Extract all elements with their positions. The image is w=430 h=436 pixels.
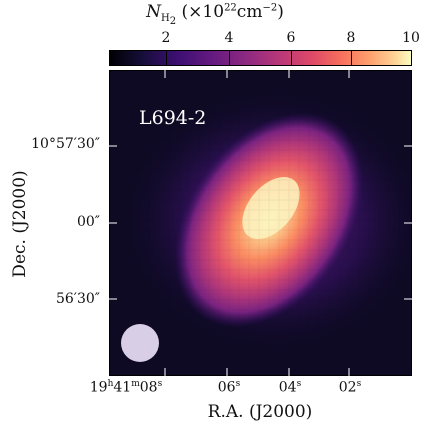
- y-axis-label: Dec. (J2000): [10, 170, 30, 278]
- colorbar: [109, 50, 412, 66]
- x-axis-label: R.A. (J2000): [207, 402, 313, 422]
- colorbar-tick-mark: [166, 50, 167, 66]
- x-tick-06s: 06s: [217, 379, 241, 396]
- colorbar-symbol: N: [146, 2, 162, 22]
- y-tick-56-30: 56′30″: [55, 291, 100, 307]
- colorbar-exponent: 22: [224, 2, 237, 14]
- colorbar-title: NH2 (×1022cm−2): [0, 2, 430, 27]
- y-tick-57-30: 10°57′30″: [31, 136, 100, 152]
- x-tick-02s: 02s: [338, 379, 362, 396]
- map-ticks: [109, 70, 412, 376]
- colorbar-tick-8: 8: [346, 30, 356, 46]
- colorbar-tick-10: 10: [402, 30, 420, 46]
- colorbar-unit: cm: [236, 2, 263, 22]
- colorbar-tick-mark: [229, 50, 230, 66]
- colorbar-tick-4: 4: [224, 30, 234, 46]
- beam-circle: [121, 324, 159, 362]
- y-tick-00: 00″: [76, 214, 100, 230]
- colorbar-subscript: H: [161, 13, 170, 25]
- colorbar-subsub: 2: [169, 16, 177, 28]
- colorbar-tick-6: 6: [286, 30, 296, 46]
- colorbar-label-rest: (×10: [181, 2, 225, 22]
- source-label: L694-2: [139, 107, 206, 129]
- colorbar-unit-exp: −2: [262, 2, 278, 14]
- column-density-map: L694-2: [109, 70, 412, 376]
- x-tick-04s: 04s: [278, 379, 302, 396]
- colorbar-tick-2: 2: [161, 30, 171, 46]
- pixel-grid: [109, 70, 412, 376]
- x-tick-19h41m08s: 19h41m08s: [89, 379, 163, 396]
- colorbar-tick-mark: [351, 50, 352, 66]
- colorbar-tick-mark: [291, 50, 292, 66]
- colorbar-close: ): [277, 2, 284, 22]
